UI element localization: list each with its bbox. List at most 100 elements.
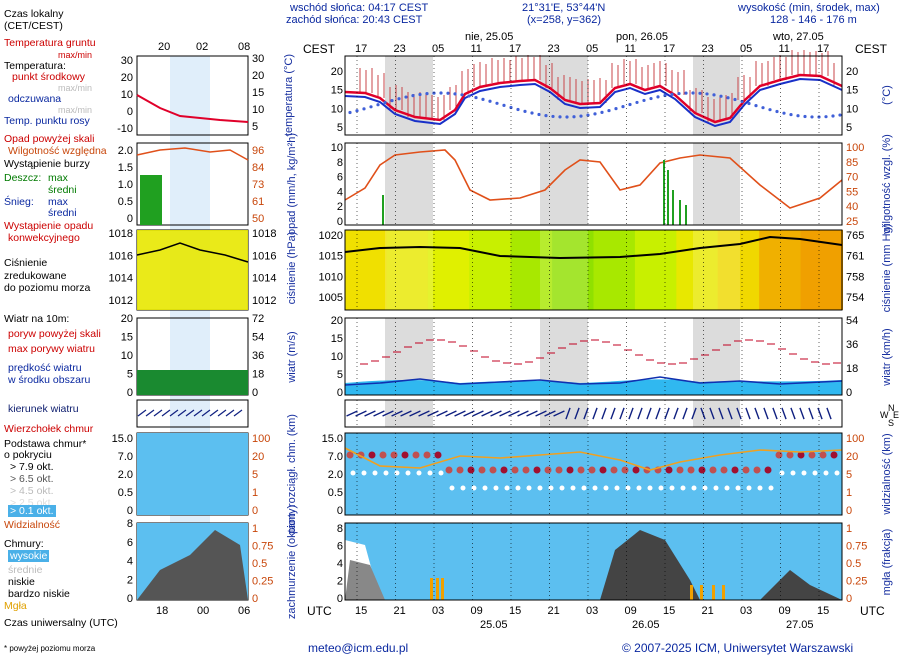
cloud-base-dot [405, 470, 411, 476]
dew-point-dot [474, 95, 478, 100]
wind-arrow [565, 407, 571, 420]
precip-tick: 6 [337, 172, 343, 184]
mini-wind-arrow [233, 409, 243, 417]
cloud-base-dot [427, 470, 433, 476]
mini-humidity-tick: 96 [252, 145, 264, 157]
dew-point-dot [698, 91, 702, 95]
wind-arrow [619, 407, 625, 420]
legend-storm: Wystąpienie burzy [4, 158, 90, 170]
mini-temp-tick: 0 [127, 106, 133, 118]
day-label-2: pon, 26.05 [616, 31, 668, 43]
dew-point-dot [621, 104, 625, 109]
pressure-fill [510, 230, 554, 310]
cloud-top-dot [456, 466, 464, 474]
legend-mid-point: punkt środkowy [12, 71, 85, 83]
temp-tick-right: 5 [846, 122, 852, 134]
grid-position-text: (x=258, y=362) [527, 14, 601, 26]
low-cloud-area [600, 530, 700, 600]
cloud-base-dot [361, 470, 367, 476]
cloud-top-dot [445, 466, 453, 474]
cover-tick: 2 [337, 576, 343, 588]
fog-bar [690, 585, 693, 600]
mini-visibility-tick: 5 [252, 469, 258, 481]
cloud-base-dot [438, 470, 444, 476]
cloud-base-dot [834, 470, 840, 476]
mini-temp-tick-right: 10 [252, 104, 264, 116]
mini-humidity-tick: 84 [252, 162, 264, 174]
mini-wind-tick: 0 [127, 387, 133, 399]
dew-point-dot [677, 91, 681, 96]
rain-bar [679, 200, 681, 225]
wind-arrow [481, 410, 493, 417]
cloud-top-dot [577, 466, 585, 474]
dew-point-dot [488, 99, 492, 103]
mini-cloud-tick: 7.0 [118, 451, 133, 463]
cloud-top-dot [786, 451, 794, 459]
compass-south: S [888, 418, 894, 428]
mini-wind-arrow [209, 409, 219, 417]
wind-arrow [535, 410, 547, 417]
dew-point-dot [838, 113, 842, 117]
cloud-base-dot [592, 485, 598, 491]
mini-temp-tick: 20 [121, 72, 133, 84]
temp-tick: 5 [337, 122, 343, 134]
mini-wind-tick: 20 [121, 313, 133, 325]
pressure-tick: 1010 [319, 271, 343, 283]
humidity-tick: 25 [846, 216, 858, 228]
mini-fog-tick: 0.75 [252, 541, 273, 553]
legend-snow-max: max [48, 196, 68, 208]
legend-low: niskie [8, 576, 35, 588]
mini-wind-tick: 15 [121, 332, 133, 344]
bottom-date-3: 27.05 [786, 619, 814, 631]
bottom-hour: 15 [817, 605, 830, 617]
dew-point-dot [565, 115, 569, 119]
cloud-top-dot [687, 466, 695, 474]
mini-visibility-tick: 1 [252, 487, 258, 499]
mini-pressure-fill [137, 230, 248, 310]
mini-fog-tick: 0.25 [252, 576, 273, 588]
cloud-tick: 0 [337, 505, 343, 517]
cloud-base-dot [614, 485, 620, 491]
panel-frame-wind [344, 317, 843, 396]
wind-tick: 10 [331, 351, 343, 363]
panel-frame-dir [344, 399, 843, 428]
cloud-base-dot [394, 470, 400, 476]
compass-east: E [893, 410, 899, 420]
cloud-top-dot [544, 466, 552, 474]
wind-tick-right: 18 [846, 363, 858, 375]
mini-pressure-tick: 1018 [109, 228, 133, 240]
legend-very-low: bardzo niskie [8, 588, 70, 600]
mini-pressure-tick: 1014 [109, 273, 133, 285]
mini-wind-arrow [137, 409, 147, 417]
cloud-top-dot [379, 451, 387, 459]
pressure-fill [469, 230, 512, 310]
footer-email[interactable]: meteo@icm.edu.pl [308, 641, 409, 655]
wind-tick: 5 [337, 369, 343, 381]
wind-arrow [601, 407, 607, 420]
legend-humidity: Wilgotność względna [8, 145, 107, 157]
humidity-tick: 100 [846, 142, 864, 154]
night-band [540, 400, 588, 427]
mini-precip-tick: 1.5 [118, 162, 133, 174]
mini-temp-tick-right: 5 [252, 121, 258, 133]
cloud-top-dot [731, 466, 739, 474]
cloud-base-dot [812, 470, 818, 476]
wind-arrow [499, 410, 511, 417]
dew-point-dot [397, 97, 401, 101]
wind-arrow [808, 407, 814, 420]
temp-tick-right: 10 [846, 103, 858, 115]
cloud-top-dot [423, 451, 431, 459]
fog-bar [700, 585, 703, 600]
cloud-base-dot [537, 485, 543, 491]
legend-footnote: * powyżej poziomu morza [4, 644, 96, 653]
bottom-hour: 03 [586, 605, 599, 617]
dew-point-dot [551, 114, 555, 119]
bottom-hour: 09 [470, 605, 483, 617]
temp-line [344, 73, 843, 124]
wind-arrow [745, 407, 751, 420]
axis-label-humidity: wilgotność wzgl. (%) [881, 134, 893, 235]
cloud-base-dot [372, 470, 378, 476]
temp-tick: 10 [331, 103, 343, 115]
dew-point-dot [453, 92, 457, 96]
